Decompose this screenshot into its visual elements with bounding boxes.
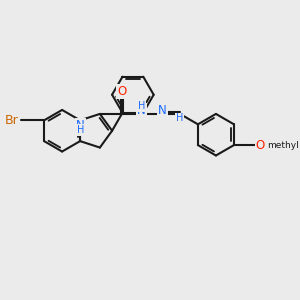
Text: H: H xyxy=(176,113,184,124)
Text: H: H xyxy=(138,101,145,111)
Text: H: H xyxy=(77,125,84,135)
Text: Br: Br xyxy=(4,114,18,127)
Text: methyl: methyl xyxy=(267,141,299,150)
Text: O: O xyxy=(256,139,265,152)
Text: O: O xyxy=(117,85,126,98)
Text: N: N xyxy=(76,119,85,132)
Text: N: N xyxy=(137,103,146,117)
Text: N: N xyxy=(158,103,167,117)
